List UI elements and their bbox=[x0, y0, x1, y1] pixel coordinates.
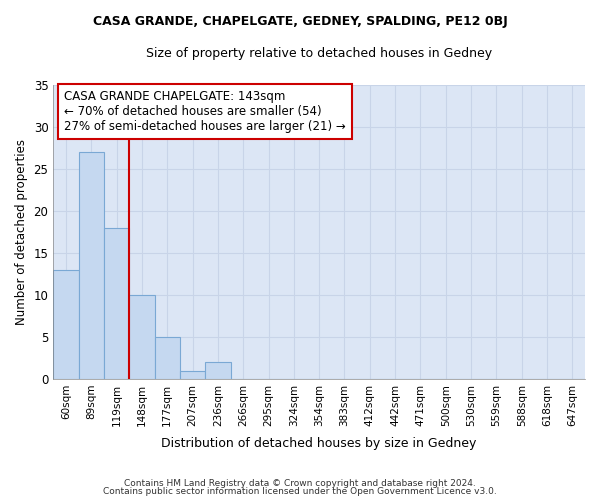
Bar bbox=[53, 270, 79, 379]
Bar bbox=[205, 362, 230, 379]
Bar bbox=[129, 295, 155, 379]
Text: CASA GRANDE CHAPELGATE: 143sqm
← 70% of detached houses are smaller (54)
27% of : CASA GRANDE CHAPELGATE: 143sqm ← 70% of … bbox=[64, 90, 346, 132]
Bar bbox=[104, 228, 129, 379]
Bar bbox=[79, 152, 104, 379]
Bar bbox=[155, 337, 180, 379]
X-axis label: Distribution of detached houses by size in Gedney: Distribution of detached houses by size … bbox=[161, 437, 477, 450]
Text: Contains public sector information licensed under the Open Government Licence v3: Contains public sector information licen… bbox=[103, 487, 497, 496]
Title: Size of property relative to detached houses in Gedney: Size of property relative to detached ho… bbox=[146, 48, 492, 60]
Bar bbox=[180, 370, 205, 379]
Text: Contains HM Land Registry data © Crown copyright and database right 2024.: Contains HM Land Registry data © Crown c… bbox=[124, 478, 476, 488]
Text: CASA GRANDE, CHAPELGATE, GEDNEY, SPALDING, PE12 0BJ: CASA GRANDE, CHAPELGATE, GEDNEY, SPALDIN… bbox=[92, 15, 508, 28]
Y-axis label: Number of detached properties: Number of detached properties bbox=[15, 139, 28, 325]
